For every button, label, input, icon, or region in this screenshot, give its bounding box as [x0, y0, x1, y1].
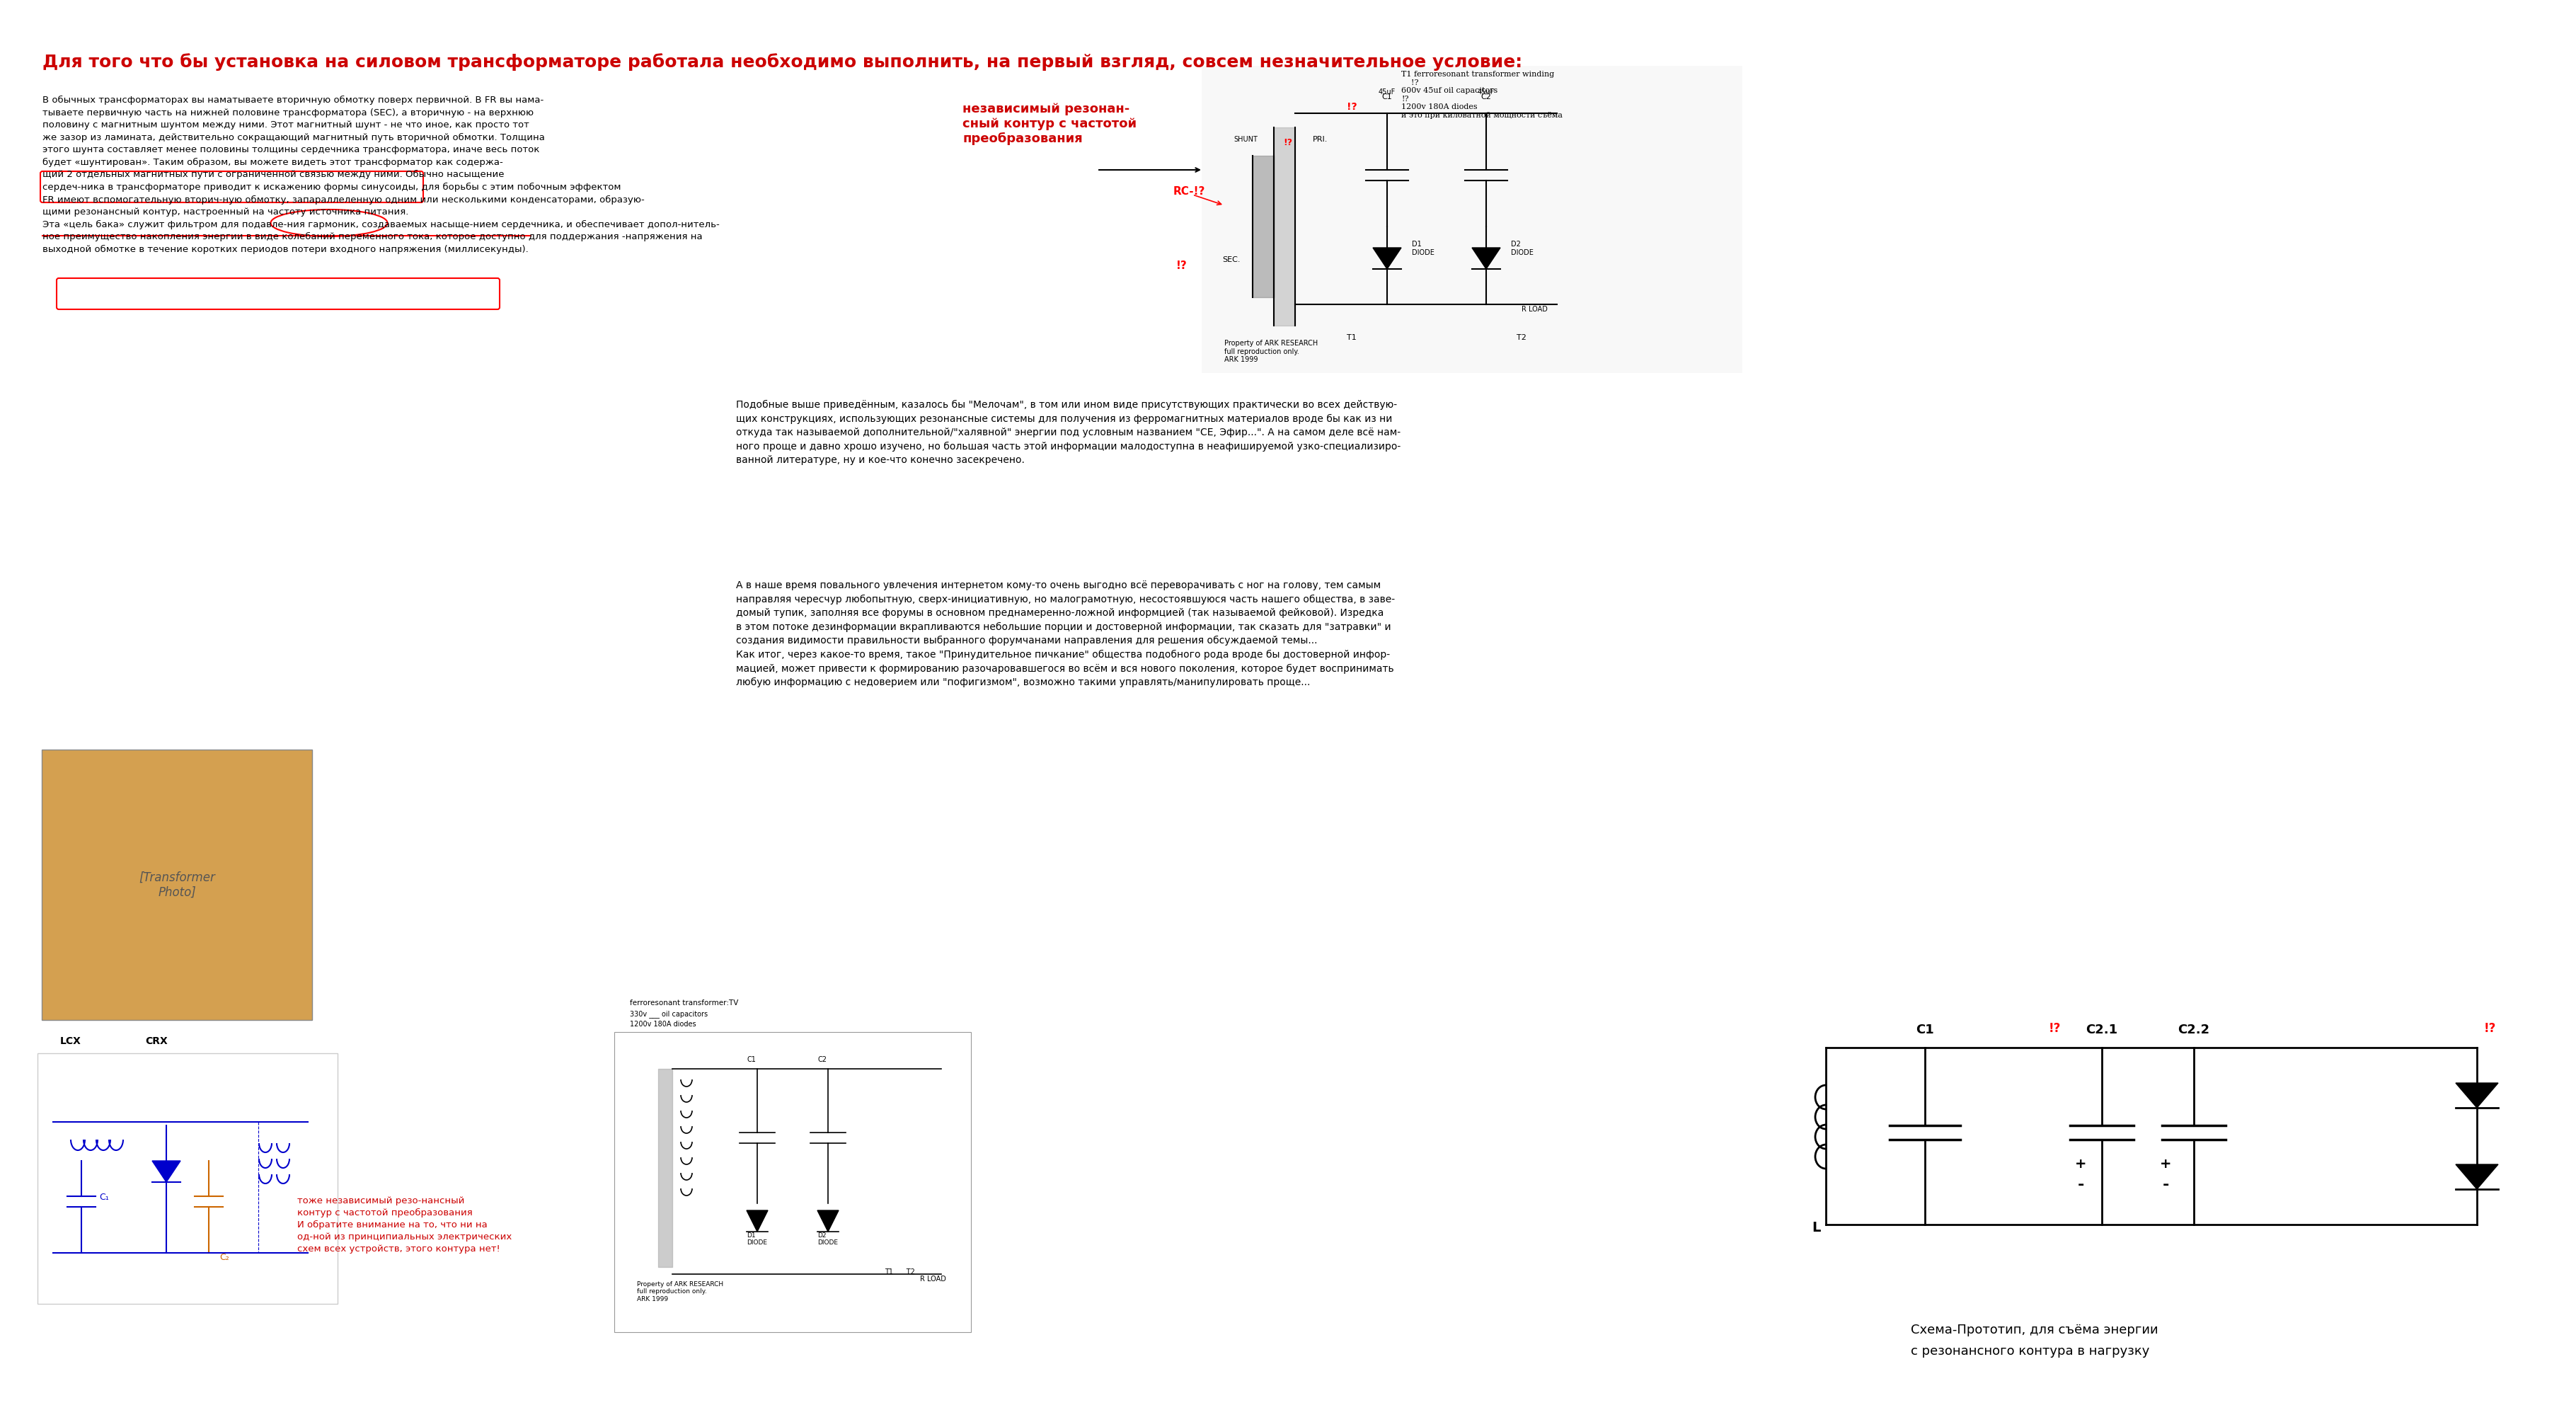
FancyBboxPatch shape — [613, 1032, 971, 1333]
Text: ferroresonant transformer:TV: ferroresonant transformer:TV — [631, 999, 739, 1006]
FancyBboxPatch shape — [1767, 989, 2550, 1346]
Text: !?: !? — [2048, 1022, 2061, 1035]
Text: +: + — [2159, 1157, 2172, 1170]
Text: Property of ARK RESEARCH
full reproduction only.
ARK 1999: Property of ARK RESEARCH full reproducti… — [636, 1281, 724, 1303]
Text: !?: !? — [1347, 101, 1358, 111]
Polygon shape — [817, 1210, 840, 1232]
Text: C1: C1 — [1917, 1023, 1935, 1036]
Text: SEC.: SEC. — [1224, 257, 1242, 264]
Text: 45uF: 45uF — [1479, 88, 1494, 96]
Text: А в наше время повального увлечения интернетом кому-то очень выгодно всё перевор: А в наше время повального увлечения инте… — [737, 581, 1396, 688]
Text: C1: C1 — [747, 1056, 755, 1063]
Polygon shape — [2455, 1164, 2499, 1189]
Text: L: L — [1811, 1222, 1821, 1234]
Text: !?: !? — [2483, 1022, 2496, 1035]
FancyBboxPatch shape — [41, 749, 312, 1020]
Text: Подобные выше приведённым, казалось бы "Мелочам", в том или ином виде присутству: Подобные выше приведённым, казалось бы "… — [737, 400, 1401, 465]
Text: тоже независимый резо-нансный
контур с частотой преобразования
И обратите вниман: тоже независимый резо-нансный контур с ч… — [296, 1196, 513, 1254]
Text: R LOAD: R LOAD — [1522, 305, 1548, 313]
Text: T1: T1 — [1347, 334, 1358, 341]
Text: LCX: LCX — [59, 1036, 82, 1046]
Text: D2
DIODE: D2 DIODE — [1512, 241, 1533, 257]
Text: C2.2: C2.2 — [2177, 1023, 2210, 1036]
Polygon shape — [1471, 248, 1499, 268]
Text: -: - — [2161, 1177, 2169, 1192]
Text: C₂: C₂ — [219, 1253, 229, 1261]
Text: T2: T2 — [1517, 334, 1528, 341]
Text: CRX: CRX — [144, 1036, 167, 1046]
FancyBboxPatch shape — [1200, 66, 1741, 372]
Text: !?: !? — [1283, 138, 1293, 147]
Text: R LOAD: R LOAD — [920, 1276, 945, 1283]
Text: SHUNT: SHUNT — [1234, 136, 1257, 143]
Text: D1
DIODE: D1 DIODE — [1412, 241, 1435, 257]
FancyBboxPatch shape — [39, 1053, 337, 1304]
Text: RC-!?: RC-!? — [1172, 186, 1206, 197]
Text: независимый резонан-
сный контур с частотой
преобразования: независимый резонан- сный контур с часто… — [963, 103, 1136, 146]
Text: Для того что бы установка на силовом трансформаторе работала необходимо выполнит: Для того что бы установка на силовом тра… — [41, 53, 1522, 71]
Polygon shape — [747, 1210, 768, 1232]
Text: T1 ferroresonant transformer winding
    !?
600v 45uf oil capacitors
!?
1200v 18: T1 ferroresonant transformer winding !? … — [1401, 71, 1564, 118]
Text: PRI.: PRI. — [1314, 136, 1327, 143]
Text: D1
DIODE: D1 DIODE — [747, 1232, 768, 1246]
Text: 330v ___ oil capacitors: 330v ___ oil capacitors — [631, 1010, 708, 1017]
Text: Схема-Прототип, для съёма энергии: Схема-Прототип, для съёма энергии — [1911, 1324, 2159, 1337]
Text: -: - — [2076, 1177, 2084, 1192]
Polygon shape — [1373, 248, 1401, 268]
Text: 1200v 180A diodes: 1200v 180A diodes — [631, 1020, 696, 1027]
Polygon shape — [152, 1160, 180, 1182]
Text: D2
DIODE: D2 DIODE — [817, 1232, 837, 1246]
Text: C₁: C₁ — [98, 1193, 108, 1202]
Text: с резонансного контура в нагрузку: с резонансного контура в нагрузку — [1911, 1344, 2148, 1357]
Text: 45uF: 45uF — [1378, 88, 1396, 96]
Text: C2.1: C2.1 — [2087, 1023, 2117, 1036]
Text: Property of ARK RESEARCH
full reproduction only.
ARK 1999: Property of ARK RESEARCH full reproducti… — [1224, 340, 1319, 364]
Text: [Transformer
Photo]: [Transformer Photo] — [139, 870, 214, 899]
Text: !?: !? — [1177, 261, 1188, 271]
Text: C2: C2 — [817, 1056, 827, 1063]
Text: C2: C2 — [1481, 93, 1492, 100]
Polygon shape — [2455, 1083, 2499, 1107]
Text: В обычных трансформаторах вы наматываете вторичную обмотку поверх первичной. В F: В обычных трансформаторах вы наматываете… — [41, 96, 719, 254]
Text: C1: C1 — [1381, 93, 1391, 100]
Text: T1      T2: T1 T2 — [884, 1269, 914, 1276]
Text: +: + — [2074, 1157, 2087, 1170]
